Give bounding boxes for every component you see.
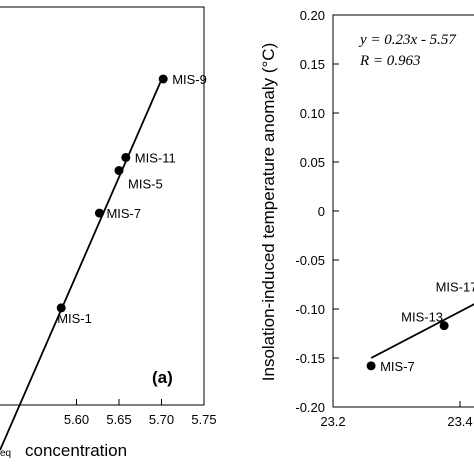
chart-panel-b: 0.20 0.15 0.10 0.05 0 -0.05 -0.10 -0.15 -0.20 23… xyxy=(259,8,474,429)
equation-text: y = 0.23x - 5.57 xyxy=(358,32,457,48)
y-tick-label-b: 0.10 xyxy=(300,106,325,121)
chart-panel-a: 5.60 5.65 5.70 5.75 MIS-1MIS-7MIS-5MIS-11MI… xyxy=(0,6,217,460)
y-tick-label-b: -0.05 xyxy=(295,253,325,268)
regression-line-a xyxy=(0,75,165,451)
x-tick-label-a: 5.75 xyxy=(191,412,216,427)
x-tick-label-a: 5.70 xyxy=(149,412,174,427)
plot-frame-b xyxy=(332,14,474,408)
x-axis-title-a: concentration xyxy=(25,441,127,460)
point-label-b: MIS-13 xyxy=(401,310,443,325)
regression-line-b xyxy=(370,303,474,359)
data-points-a: MIS-1 MIS-7 MIS-5 MIS-11 MIS-9 xyxy=(56,72,207,326)
data-points-b: MIS-17 MIS-13 MIS-7 xyxy=(366,279,474,374)
point-label-a: MIS-9 xyxy=(172,72,207,87)
plot-frame-a xyxy=(0,6,205,406)
data-point-b xyxy=(439,321,449,331)
x-tick-label-b: 23.2 xyxy=(320,414,345,429)
y-tick-label-b: -0.20 xyxy=(295,400,325,415)
r-value-text: R = 0.963 xyxy=(359,53,421,69)
x-ticks-b: 23.223.423.6 xyxy=(320,401,473,429)
x-tick-label-b: 23.4 xyxy=(447,414,472,429)
fit-line-a xyxy=(0,75,165,451)
y-ticks-b: 0.20 0.15 0.10 0.05 0 -0.05 -0.10 -0.15 -0.20 xyxy=(295,8,339,415)
data-point-a xyxy=(158,74,168,84)
point-label-a: MIS-7 xyxy=(106,206,141,221)
point-label-b: MIS-17 xyxy=(436,279,474,294)
y-axis-title-b: Insolation-induced temperature anomaly (… xyxy=(259,43,278,381)
y-tick-label-b: 0.20 xyxy=(300,8,325,23)
y-tick-label-b: 0.15 xyxy=(300,57,325,72)
data-point-a xyxy=(121,152,131,162)
point-label-b: MIS-7 xyxy=(380,359,415,374)
point-label-a: MIS-1 xyxy=(57,311,92,326)
data-point-a xyxy=(56,303,66,313)
y-tick-label-b: 0.05 xyxy=(300,155,325,170)
panel-label-a: (a) xyxy=(152,368,173,387)
x-ticks-a: 5.60 5.65 5.70 5.75 xyxy=(64,399,217,427)
y-tick-label-b: 0 xyxy=(318,204,325,219)
x-axis-title-fragment-a: eq xyxy=(0,448,11,459)
x-tick-label-a: 5.60 xyxy=(64,412,89,427)
point-label-a: MIS-11 xyxy=(135,150,176,165)
data-point-a xyxy=(114,166,124,176)
data-point-b xyxy=(366,361,376,371)
x-tick-label-a: 5.65 xyxy=(106,412,131,427)
point-label-a: MIS-5 xyxy=(128,177,163,192)
y-tick-label-b: -0.10 xyxy=(295,302,325,317)
fit-line-b xyxy=(370,303,474,359)
y-tick-label-b: -0.15 xyxy=(295,351,325,366)
data-point-a xyxy=(94,208,104,218)
